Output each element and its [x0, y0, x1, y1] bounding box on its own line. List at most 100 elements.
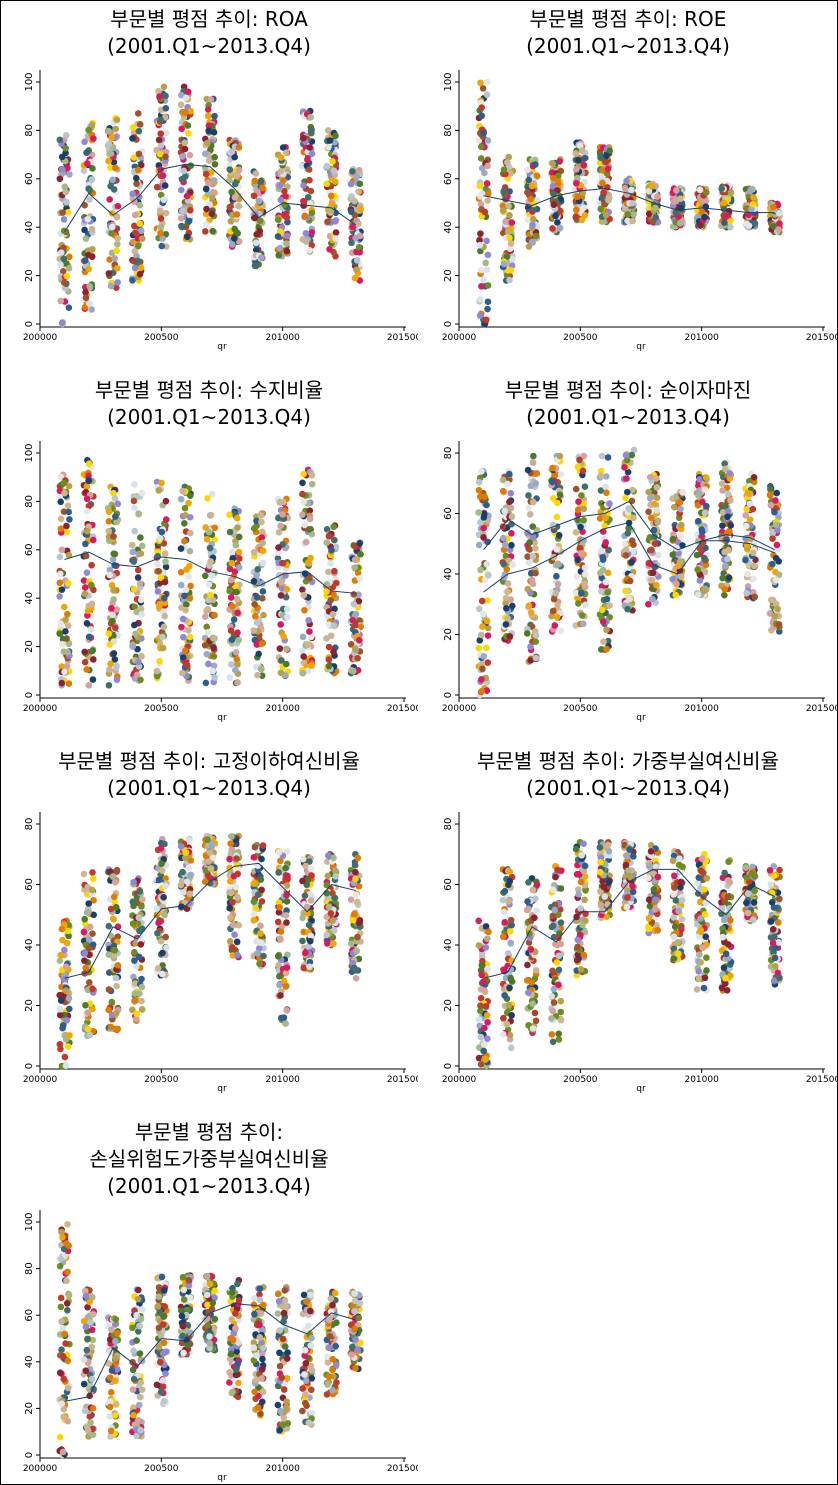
scatter-point	[304, 559, 312, 566]
scatter-point	[182, 94, 190, 102]
scatter-point	[476, 237, 483, 244]
scatter-point	[745, 211, 752, 219]
scatter-point	[106, 969, 113, 976]
scatter-point	[226, 864, 233, 872]
scatter-point	[178, 223, 186, 231]
scatter-point	[204, 179, 212, 186]
scatter-point	[626, 577, 634, 585]
scatter-point	[580, 452, 588, 460]
chart-title: 부문별 평점 추이: ROE	[529, 7, 727, 31]
scatter-point	[299, 937, 306, 945]
scatter-point	[478, 687, 486, 695]
scatter-point	[157, 116, 164, 124]
scatter-point	[64, 164, 71, 172]
scatter-point	[256, 939, 264, 946]
scatter-point	[353, 266, 360, 274]
scatter-point	[208, 842, 216, 850]
scatter-point	[182, 849, 190, 856]
scatter-point	[325, 656, 333, 663]
scatter-point	[250, 577, 258, 585]
scatter-point	[508, 219, 516, 226]
scatter-point	[205, 858, 213, 865]
scatter-point	[179, 669, 186, 677]
scatter-point	[179, 868, 186, 876]
scatter-point	[251, 613, 259, 620]
scatter-point	[628, 186, 635, 194]
scatter-point	[204, 112, 212, 119]
scatter-point	[136, 990, 143, 997]
scatter-point	[180, 889, 187, 896]
scatter-point	[507, 504, 515, 512]
scatter-point	[65, 551, 73, 559]
scatter-point	[153, 667, 161, 675]
scatter-point	[179, 153, 186, 160]
scatter-point	[325, 643, 333, 651]
chart-title: 부문별 평점 추이: 순이자마진	[504, 378, 752, 402]
scatter-point	[235, 238, 243, 245]
scatter-point	[581, 154, 589, 162]
scatter-point	[649, 569, 657, 577]
x-axis-label: qr	[217, 1084, 227, 1094]
scatter-point	[83, 482, 91, 490]
scatter-point	[187, 107, 194, 115]
scatter-point	[481, 169, 488, 177]
scatter-point	[210, 662, 218, 669]
scatter-point	[81, 201, 88, 209]
scatter-point	[355, 597, 363, 605]
scatter-point	[259, 842, 267, 849]
scatter-point	[111, 255, 119, 262]
scatter-point	[701, 554, 708, 562]
scatter-point	[578, 147, 586, 154]
scatter-point	[606, 500, 613, 507]
scatter-point	[743, 506, 750, 513]
scatter-point	[719, 574, 726, 582]
x-tick-label: 201500	[387, 333, 418, 343]
scatter-point	[258, 886, 265, 894]
scatter-point	[505, 202, 512, 210]
scatter-point	[234, 870, 242, 878]
scatter-point	[85, 944, 93, 952]
scatter-point	[329, 158, 336, 165]
scatter-point	[160, 196, 168, 203]
scatter-point	[65, 995, 73, 1002]
scatter-point	[621, 463, 628, 471]
scatter-point	[506, 276, 513, 284]
scatter-point	[749, 200, 757, 208]
scatter-point	[301, 212, 309, 220]
scatter-point	[210, 129, 218, 136]
y-tick-label: 40	[24, 939, 35, 952]
scatter-point	[90, 897, 97, 904]
scatter-point	[184, 88, 192, 96]
scatter-point	[83, 619, 91, 627]
scatter-point	[88, 886, 96, 894]
scatter-point	[598, 574, 605, 582]
scatter-point	[648, 576, 656, 584]
scatter-point	[555, 532, 563, 539]
scatter-point	[85, 126, 92, 134]
scatter-point	[578, 590, 585, 597]
scatter-point	[299, 511, 306, 519]
scatter-point	[626, 506, 634, 513]
scatter-point	[63, 528, 71, 536]
scatter-point	[276, 981, 283, 989]
scatter-point	[299, 479, 306, 487]
scatter-point	[234, 661, 241, 668]
chart-title-block: 부문별 평점 추이: ROA (2001.Q1~2013.Q4)	[0, 6, 418, 60]
scatter-point	[82, 964, 90, 971]
scatter-point	[529, 459, 537, 466]
scatter-point	[227, 840, 234, 847]
scatter-point	[284, 951, 291, 959]
scatter-point	[484, 632, 492, 639]
scatter-point	[138, 925, 146, 933]
scatter-point	[275, 961, 282, 969]
x-tick-label: 201000	[265, 333, 300, 343]
y-tick-label: 0	[443, 692, 454, 698]
scatter-point	[484, 78, 491, 86]
scatter-point	[105, 951, 113, 958]
scatter-point	[526, 539, 533, 546]
scatter-point	[258, 640, 266, 647]
scatter-point	[235, 564, 243, 571]
scatter-point	[85, 633, 93, 641]
scatter-point	[582, 601, 589, 609]
